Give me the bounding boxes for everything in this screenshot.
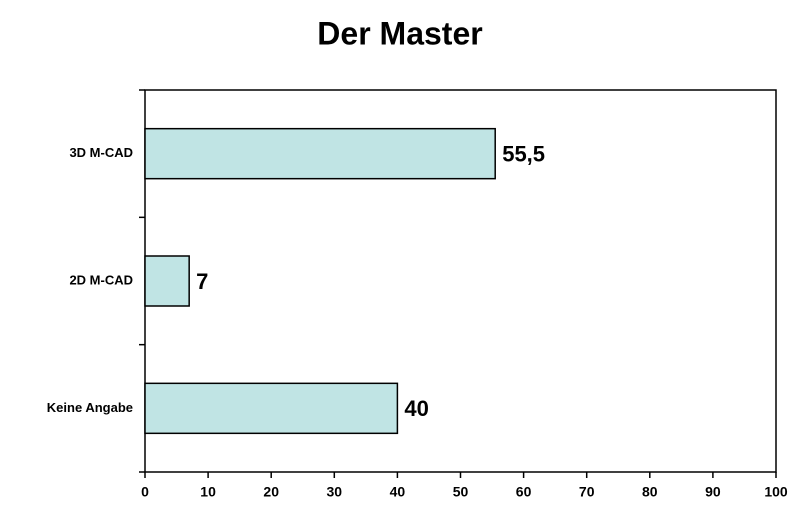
value-label: 7 [196,269,208,294]
y-tick-label: 3D M-CAD [69,145,133,160]
y-tick-label: Keine Angabe [47,400,133,415]
x-tick-label: 70 [579,484,595,500]
bar [144,255,190,307]
chart-title: Der Master [317,15,482,51]
x-tick-label: 50 [453,484,469,500]
bar [144,127,496,180]
x-tick-label: 60 [516,484,532,500]
value-label: 55,5 [502,141,545,166]
x-tick-label: 0 [141,484,149,500]
x-tick-label: 90 [705,484,721,500]
x-tick-label: 10 [200,484,216,500]
x-tick-label: 80 [642,484,658,500]
x-tick-label: 20 [263,484,279,500]
value-label: 40 [404,396,428,421]
x-tick-label: 30 [327,484,343,500]
x-tick-label: 40 [390,484,406,500]
x-tick-label: 100 [764,484,788,500]
y-tick-label: 2D M-CAD [69,272,133,287]
bar [144,382,399,435]
